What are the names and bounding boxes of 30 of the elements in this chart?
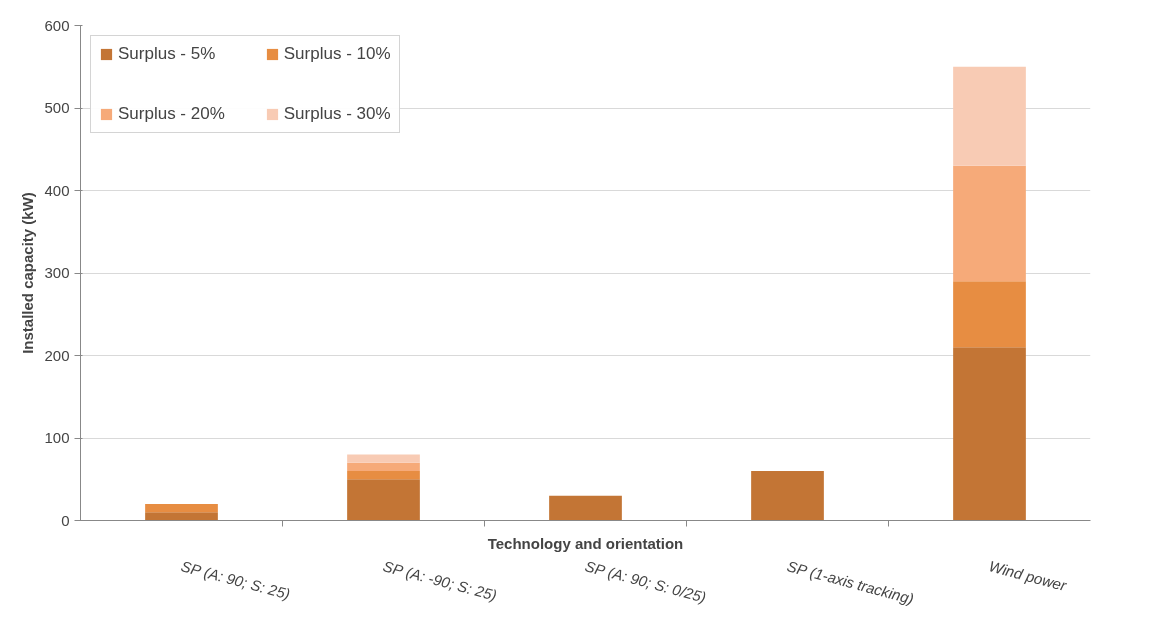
y-tick-label: 0 (61, 511, 70, 529)
x-tick-label: SP (A: -90; S: 25) (381, 557, 499, 604)
legend-label: Surplus - 10% (283, 44, 391, 64)
bar (953, 281, 1026, 348)
x-tick-label: SP (A: 90; S: 25) (179, 557, 292, 603)
bar (953, 66, 1026, 166)
legend-label: Surplus - 30% (283, 104, 391, 124)
x-axis-title: Technology and orientation (487, 534, 684, 552)
y-tick-label: 400 (44, 181, 70, 199)
legend-label: Surplus - 5% (118, 44, 216, 64)
bar (549, 495, 622, 521)
bar (347, 471, 420, 480)
bar (145, 512, 218, 521)
bar (347, 479, 420, 521)
y-tick-label: 200 (44, 346, 70, 364)
x-tick-label: SP (A: 90; S: 0/25) (583, 557, 709, 606)
bar (953, 165, 1026, 282)
bar (347, 462, 420, 471)
y-tick-label: 100 (44, 429, 70, 446)
legend-label: Surplus - 20% (118, 104, 225, 124)
bar (751, 471, 824, 521)
y-axis-title: Installed capacity (kW) (19, 192, 37, 354)
bar (347, 454, 420, 463)
x-tick-label: SP (1-axis tracking) (785, 557, 916, 608)
y-tick-label: 300 (44, 264, 70, 281)
y-tick-label: 600 (44, 16, 70, 34)
x-tick-label: Wind power (987, 557, 1070, 595)
bar (953, 347, 1026, 521)
bar (145, 504, 218, 513)
y-tick-label: 500 (44, 99, 70, 116)
